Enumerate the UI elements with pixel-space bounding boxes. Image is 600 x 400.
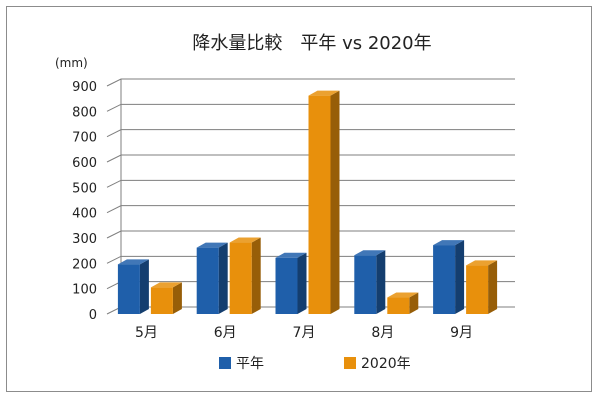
- x-category-label: 8月: [371, 325, 394, 341]
- bar-top-face: [229, 237, 261, 243]
- bar: [387, 292, 419, 314]
- legend-swatch: [219, 357, 231, 369]
- bar-front-face: [466, 265, 489, 314]
- x-category-label: 9月: [450, 325, 473, 341]
- y-tick-label: 500: [72, 181, 97, 196]
- bar-top-face: [433, 240, 465, 246]
- y-tick-label: 600: [72, 156, 97, 171]
- bar-side-face: [488, 260, 498, 314]
- x-category-label: 7月: [293, 325, 316, 341]
- bar-side-face: [409, 292, 419, 314]
- bar-side-face: [172, 282, 182, 314]
- bar-side-face: [297, 252, 307, 314]
- bar: [150, 282, 182, 314]
- bar-front-face: [354, 255, 377, 314]
- bar-front-face: [387, 297, 410, 314]
- legend-item: 2020年: [344, 356, 411, 372]
- bar-top-face: [117, 259, 149, 265]
- bar-side-face: [455, 240, 465, 314]
- bar-front-face: [196, 247, 219, 314]
- bar-top-face: [387, 292, 419, 298]
- y-tick-label: 300: [72, 232, 97, 247]
- legend-label: 平年: [236, 356, 264, 372]
- bar-chart: 降水量比較 平年 vs 2020年 (mm) 0 100 200 300 400 500 6…: [55, 33, 515, 372]
- bar-top-face: [196, 242, 228, 248]
- y-tick-label: 200: [72, 257, 97, 272]
- bar-side-face: [330, 90, 340, 314]
- bar: [117, 259, 149, 314]
- legend: 平年 2020年: [219, 356, 411, 372]
- bars-layer: [117, 90, 498, 314]
- bar-front-face: [433, 245, 456, 314]
- bar-top-face: [354, 250, 386, 256]
- legend-label: 2020年: [361, 356, 411, 372]
- bar-side-face: [251, 237, 261, 314]
- y-tick-label: 100: [72, 283, 97, 298]
- legend-item: 平年: [219, 356, 264, 372]
- y-tick-label: 800: [72, 105, 97, 120]
- category-labels: 5月 6月 7月 8月 9月: [135, 325, 473, 341]
- y-tick-labels: 0 100 200 300 400 500 600 700 800 900: [72, 80, 97, 323]
- bar-side-face: [376, 250, 386, 314]
- bar: [466, 260, 498, 314]
- bar: [196, 242, 228, 314]
- y-tick-label: 0: [89, 308, 97, 323]
- bar-side-face: [139, 259, 149, 314]
- bar-front-face: [308, 95, 331, 314]
- bar-top-face: [308, 90, 340, 96]
- legend-swatch: [344, 357, 356, 369]
- bar-side-face: [218, 242, 228, 314]
- x-category-label: 6月: [214, 325, 237, 341]
- bar-top-face: [150, 282, 182, 288]
- bar-top-face: [466, 260, 498, 266]
- bar-front-face: [275, 257, 298, 314]
- bar-front-face: [117, 264, 140, 314]
- chart-frame: 降水量比較 平年 vs 2020年 (mm) 0 100 200 300 400 500 6…: [6, 6, 592, 392]
- y-tick-label: 900: [72, 80, 97, 95]
- y-axis-unit-label: (mm): [55, 56, 88, 70]
- bar: [433, 240, 465, 314]
- bar: [229, 237, 261, 314]
- y-tick-label: 400: [72, 207, 97, 222]
- bar: [354, 250, 386, 314]
- y-tick-label: 700: [72, 131, 97, 146]
- gridline: [106, 78, 515, 87]
- bar: [308, 90, 340, 314]
- bar-top-face: [275, 252, 307, 258]
- bar: [275, 252, 307, 314]
- bar-front-face: [150, 287, 173, 314]
- chart-title: 降水量比較 平年 vs 2020年: [192, 33, 431, 54]
- bar-front-face: [229, 242, 252, 314]
- x-category-label: 5月: [135, 325, 158, 341]
